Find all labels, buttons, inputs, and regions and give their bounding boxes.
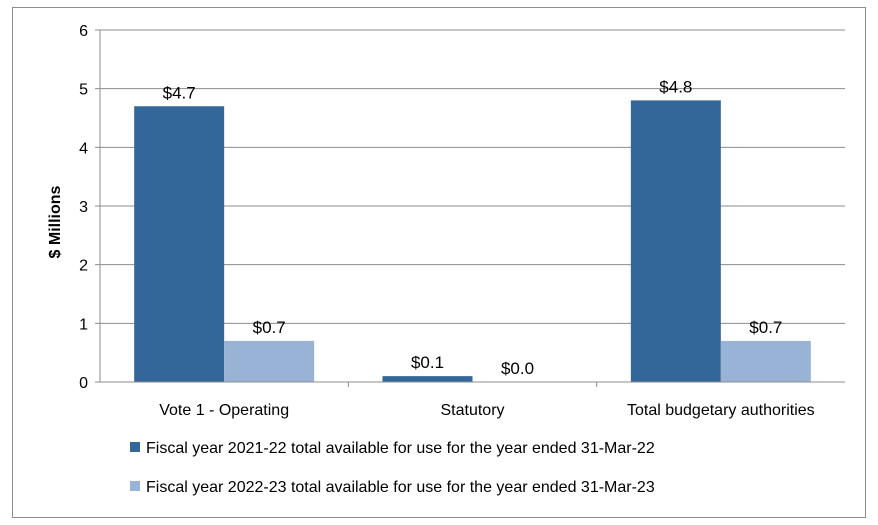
legend-swatch <box>130 442 140 452</box>
x-tick-label: Vote 1 - Operating <box>159 402 289 419</box>
x-tick-label: Statutory <box>440 402 504 419</box>
data-label: $0.7 <box>749 318 782 337</box>
bar <box>134 106 225 383</box>
x-tick-label: Total budgetary authorities <box>627 402 815 419</box>
bar <box>630 100 721 383</box>
data-label: $0.0 <box>501 359 534 378</box>
data-labels: $4.7 $0.7 $0.1 $0.0 $4.8 $0.7 <box>163 77 783 378</box>
legend-swatch <box>130 481 140 491</box>
y-tick-label: 3 <box>79 199 88 216</box>
bar <box>720 340 811 382</box>
y-tick-label: 1 <box>79 316 88 333</box>
bars <box>134 100 811 383</box>
y-tick-label: 6 <box>79 23 88 40</box>
data-label: $0.1 <box>411 353 444 372</box>
data-label: $4.7 <box>163 83 196 102</box>
y-tick-label: 5 <box>79 82 88 99</box>
y-tick-label: 4 <box>79 140 88 157</box>
legend: Fiscal year 2021-22 total available for … <box>130 440 655 496</box>
y-tick-label: 2 <box>79 258 88 275</box>
data-label: $0.7 <box>253 318 286 337</box>
legend-label: Fiscal year 2022-23 total available for … <box>146 479 655 496</box>
chart-frame <box>12 7 866 518</box>
y-axis-title: $ Millions <box>47 185 64 258</box>
data-label: $4.8 <box>659 77 692 96</box>
bar <box>382 376 473 382</box>
bar <box>224 340 315 382</box>
y-tick-label: 0 <box>79 375 88 392</box>
axes: 0 1 2 3 4 5 6 Vote 1 - Operating Statutory Total … <box>79 23 845 419</box>
legend-label: Fiscal year 2021-22 total available for … <box>146 440 655 457</box>
